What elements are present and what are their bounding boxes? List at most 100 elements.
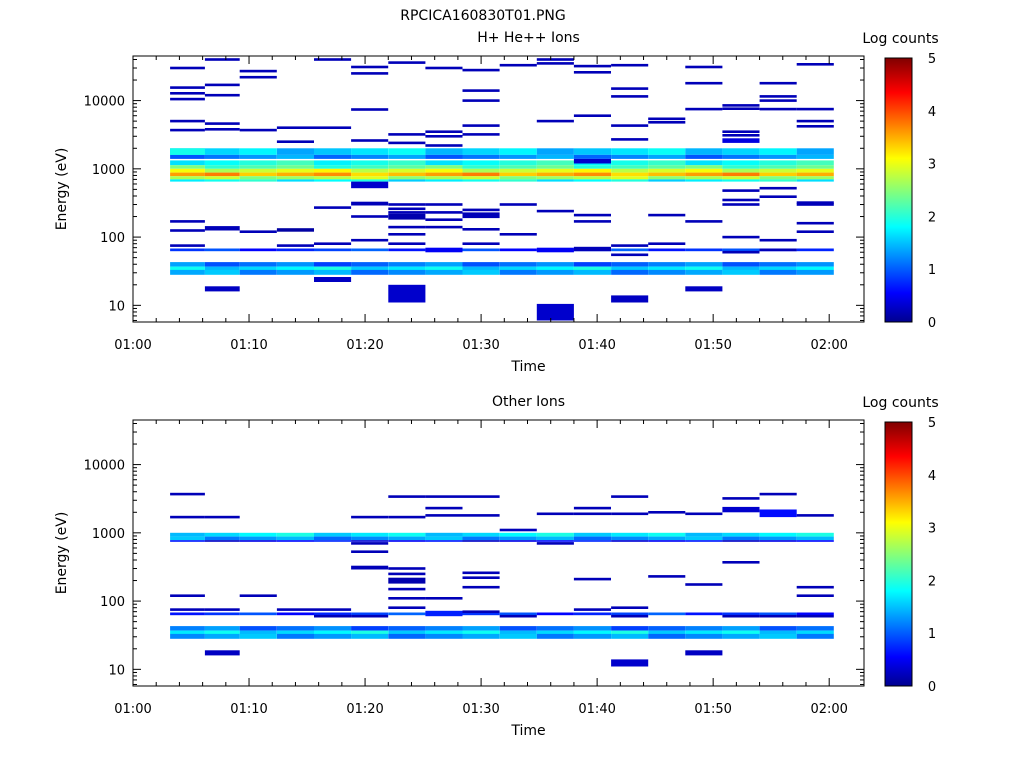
spectrogram-cell	[170, 97, 205, 101]
colorbar-tick-label: 0	[928, 680, 936, 695]
spectrogram-cell	[536, 179, 574, 182]
y-tick-label: 10000	[84, 459, 125, 474]
spectrogram-cell	[573, 506, 611, 510]
spectrogram-cell	[351, 540, 389, 542]
x-tick-label: 01:50	[694, 338, 731, 353]
spectrogram-cell	[462, 172, 500, 177]
spectrogram-cell	[685, 220, 723, 223]
spectrogram-cell	[314, 179, 352, 182]
spectrogram-cell	[499, 626, 537, 631]
spectrogram-cell	[351, 179, 389, 182]
colorbar-tick-label: 1	[928, 627, 936, 642]
spectrogram-cell	[314, 58, 352, 61]
spectrogram-cell	[685, 262, 723, 267]
spectrogram-cell	[536, 542, 574, 545]
spectrogram-cell	[351, 266, 389, 270]
spectrogram-cell	[204, 630, 240, 634]
x-tick-label: 01:10	[230, 702, 267, 717]
spectrogram-cell	[573, 633, 611, 639]
spectrogram-cell	[204, 266, 240, 270]
spectrogram-cell	[425, 630, 463, 634]
spectrogram-cell	[722, 561, 760, 564]
spectrogram-cell	[170, 165, 205, 169]
spectrogram-cell	[722, 130, 760, 133]
spectrogram-cell	[388, 213, 426, 220]
spectrogram-cell	[425, 247, 463, 253]
spectrogram-cell	[170, 86, 205, 89]
spectrogram-cell	[425, 144, 463, 147]
spectrogram-cell	[536, 262, 574, 267]
spectrogram-cell	[611, 612, 649, 616]
spectrogram-cell	[170, 168, 205, 173]
x-tick-label: 02:00	[810, 338, 847, 353]
spectrogram-cell	[170, 633, 205, 639]
spectrogram-cell	[611, 536, 649, 541]
spectrogram-cell	[759, 176, 797, 180]
spectrogram-cell	[611, 633, 649, 639]
spectrogram-cell	[170, 172, 205, 177]
spectrogram-cell	[314, 608, 352, 611]
spectrogram-cell	[276, 630, 314, 634]
spectrogram-cell	[239, 148, 277, 155]
spectrogram-cell	[351, 181, 389, 189]
spectrogram-data	[170, 492, 834, 667]
spectrogram-cell	[425, 597, 463, 600]
colorbar: Log counts 0 1 2 3 4 5	[862, 395, 938, 695]
y-tick-label: 1000	[92, 527, 125, 542]
spectrogram-cell	[648, 262, 686, 267]
spectrogram-cell	[204, 248, 240, 252]
spectrogram-cell	[722, 198, 760, 202]
spectrogram-cell	[388, 179, 426, 182]
spectrogram-cell	[722, 168, 760, 173]
spectrogram-cell	[425, 211, 463, 214]
spectrogram-cell	[685, 148, 723, 155]
spectrogram-cell	[425, 148, 463, 155]
spectrogram-cell	[611, 168, 649, 173]
spectrogram-cell	[462, 266, 500, 270]
panel-other-ions: 01:00 01:10 01:20 01:30 01:40 01:50 02:0010100…	[54, 394, 939, 739]
plot-frame	[132, 419, 865, 687]
spectrogram-cell	[796, 230, 834, 233]
colorbar-tick-label: 4	[928, 469, 936, 484]
spectrogram-cell	[388, 567, 426, 570]
spectrogram-cell	[611, 244, 649, 247]
spectrogram-cell	[462, 228, 500, 231]
panel-title: Other Ions	[492, 394, 565, 410]
spectrogram-cell	[462, 612, 500, 616]
spectrogram-cell	[204, 612, 240, 616]
spectrogram-cell	[462, 165, 500, 169]
spectrogram-cell	[759, 107, 797, 111]
x-axis-label: Time	[510, 723, 545, 739]
spectrogram-cell	[648, 630, 686, 634]
spectrogram-cell	[648, 165, 686, 169]
spectrogram-cell	[239, 626, 277, 631]
x-tick-label: 01:20	[346, 338, 383, 353]
spectrogram-cell	[239, 165, 277, 169]
spectrogram-cell	[611, 138, 649, 141]
spectrogram-cell	[796, 172, 834, 177]
spectrogram-cell	[204, 262, 240, 267]
spectrogram-cell	[796, 168, 834, 173]
spectrogram-cell	[573, 536, 611, 541]
spectrogram-cell	[796, 107, 834, 111]
spectrogram-cell	[388, 242, 426, 245]
spectrogram-cell	[204, 179, 240, 182]
spectrogram-cell	[759, 95, 797, 98]
spectrogram-cell	[648, 248, 686, 252]
spectrogram-cell	[648, 179, 686, 182]
x-tick-label: 01:30	[462, 702, 499, 717]
spectrogram-cell	[499, 633, 537, 639]
spectrogram-cell	[239, 128, 277, 132]
spectrogram-cell	[170, 66, 205, 70]
spectrogram-cell	[573, 71, 611, 74]
spectrogram-cell	[204, 154, 240, 159]
spectrogram-cell	[499, 203, 537, 206]
x-tick-label: 01:30	[462, 338, 499, 353]
spectrogram-cell	[611, 512, 649, 516]
spectrogram-cell	[425, 154, 463, 159]
spectrogram-cell	[204, 269, 240, 275]
spectrogram-cell	[388, 540, 426, 542]
spectrogram-cell	[685, 612, 723, 616]
spectrogram-cell	[314, 168, 352, 173]
